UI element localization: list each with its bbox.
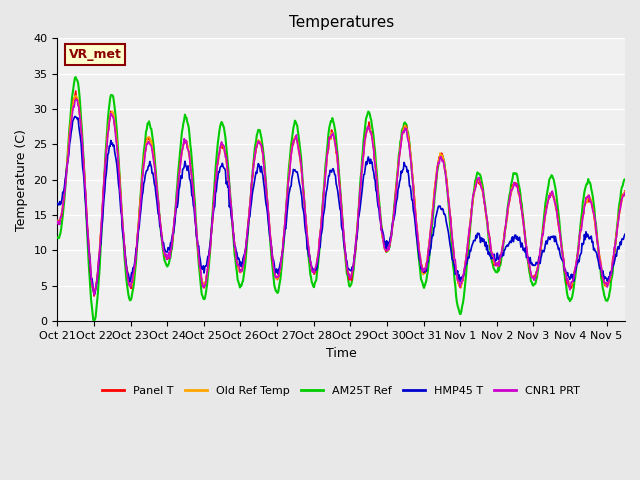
- Old Ref Temp: [134, 222, 142, 228]
- Panel T: [72, 88, 79, 94]
- CNR1 PRT: [134, 225, 142, 231]
- X-axis label: Time: Time: [326, 347, 356, 360]
- Panel T: [621, 188, 628, 194]
- Panel T: [476, 181, 484, 187]
- AM25T Ref: [90, 318, 98, 324]
- AM25T Ref: [297, 154, 305, 160]
- AM25T Ref: [56, 232, 63, 238]
- CNR1 PRT: [476, 179, 484, 185]
- Panel T: [319, 206, 326, 212]
- Old Ref Temp: [90, 289, 98, 295]
- Old Ref Temp: [54, 217, 61, 223]
- Old Ref Temp: [476, 177, 484, 183]
- CNR1 PRT: [90, 292, 98, 298]
- AM25T Ref: [54, 235, 61, 240]
- HMP45 T: [56, 199, 63, 204]
- HMP45 T: [297, 190, 305, 195]
- Panel T: [54, 220, 61, 226]
- AM25T Ref: [72, 74, 79, 80]
- CNR1 PRT: [56, 222, 63, 228]
- Line: AM25T Ref: AM25T Ref: [58, 77, 625, 321]
- Line: CNR1 PRT: CNR1 PRT: [58, 100, 625, 295]
- CNR1 PRT: [72, 97, 79, 103]
- Title: Temperatures: Temperatures: [289, 15, 394, 30]
- HMP45 T: [71, 114, 79, 120]
- HMP45 T: [54, 201, 61, 206]
- Y-axis label: Temperature (C): Temperature (C): [15, 129, 28, 230]
- HMP45 T: [134, 228, 142, 233]
- AM25T Ref: [319, 205, 326, 211]
- Old Ref Temp: [319, 207, 326, 213]
- HMP45 T: [476, 234, 484, 240]
- Panel T: [56, 218, 63, 224]
- Old Ref Temp: [621, 189, 628, 195]
- AM25T Ref: [134, 226, 142, 232]
- CNR1 PRT: [54, 218, 61, 224]
- Old Ref Temp: [72, 93, 79, 98]
- Panel T: [134, 223, 142, 229]
- CNR1 PRT: [297, 161, 305, 167]
- Line: Panel T: Panel T: [58, 91, 625, 296]
- Line: Old Ref Temp: Old Ref Temp: [58, 96, 625, 292]
- HMP45 T: [462, 262, 470, 267]
- HMP45 T: [621, 231, 628, 237]
- Old Ref Temp: [297, 165, 305, 171]
- Old Ref Temp: [56, 219, 63, 225]
- CNR1 PRT: [319, 207, 326, 213]
- Panel T: [297, 162, 305, 168]
- AM25T Ref: [476, 171, 484, 177]
- CNR1 PRT: [462, 256, 470, 262]
- AM25T Ref: [621, 177, 628, 182]
- Legend: Panel T, Old Ref Temp, AM25T Ref, HMP45 T, CNR1 PRT: Panel T, Old Ref Temp, AM25T Ref, HMP45 …: [98, 382, 584, 401]
- Panel T: [462, 256, 470, 262]
- HMP45 T: [319, 225, 326, 231]
- Line: HMP45 T: HMP45 T: [58, 117, 625, 294]
- Panel T: [90, 293, 98, 299]
- Old Ref Temp: [462, 255, 470, 261]
- AM25T Ref: [462, 273, 470, 278]
- HMP45 T: [91, 291, 99, 297]
- CNR1 PRT: [621, 190, 628, 196]
- Text: VR_met: VR_met: [68, 48, 122, 61]
